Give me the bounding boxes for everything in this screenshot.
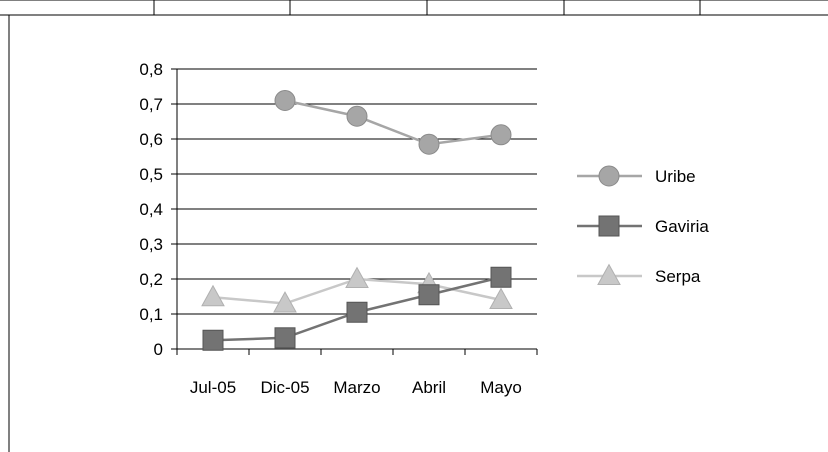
y-tick-label: 0,3 <box>139 235 163 254</box>
y-tick-label: 0,4 <box>139 200 163 219</box>
x-tick-label: Abril <box>412 378 446 397</box>
data-point-triangle <box>201 284 225 307</box>
data-point-square <box>346 301 368 323</box>
x-axis-ticks: Jul-05 Dic-05 Marzo Abril Mayo <box>176 349 538 397</box>
x-tick-label: Marzo <box>333 378 380 397</box>
data-point-square <box>598 215 620 237</box>
data-point-circle <box>490 124 512 146</box>
y-tick-label: 0 <box>154 340 163 359</box>
data-point-triangle <box>597 263 621 286</box>
y-tick-label: 0,8 <box>139 60 163 79</box>
x-tick-label: Dic-05 <box>260 378 309 397</box>
data-point-square <box>274 327 296 349</box>
data-point-circle <box>274 90 296 111</box>
y-tick-label: 0,7 <box>139 95 163 114</box>
x-tick-label: Jul-05 <box>190 378 236 397</box>
data-point-square <box>418 284 440 306</box>
legend-item-uribe: Uribe <box>577 165 696 187</box>
legend-item-serpa: Serpa <box>577 263 701 286</box>
data-point-circle <box>598 165 620 187</box>
y-tick-label: 0,5 <box>139 165 163 184</box>
data-point-circle <box>418 133 440 155</box>
legend-item-gaviria: Gaviria <box>577 215 709 237</box>
data-point-triangle <box>489 287 513 310</box>
y-tick-label: 0,2 <box>139 270 163 289</box>
y-tick-label: 0,1 <box>139 305 163 324</box>
series-uribe <box>274 90 512 155</box>
series-gaviria <box>202 266 512 351</box>
legend-label: Uribe <box>655 167 696 186</box>
data-point-circle <box>346 105 368 127</box>
data-point-square <box>490 266 512 288</box>
legend-label: Gaviria <box>655 217 709 236</box>
data-point-triangle <box>273 291 297 313</box>
series-layer <box>201 90 513 351</box>
x-tick-label: Mayo <box>480 378 522 397</box>
legend: Uribe Gaviria Serpa <box>577 165 709 286</box>
y-axis-ticks: 0 0,1 0,2 0,3 0,4 0,5 0,6 0,7 0,8 <box>139 60 177 359</box>
legend-label: Serpa <box>655 267 701 286</box>
y-tick-label: 0,6 <box>139 130 163 149</box>
data-point-triangle <box>345 266 369 289</box>
series-line <box>284 99 502 146</box>
data-point-square <box>202 329 224 351</box>
